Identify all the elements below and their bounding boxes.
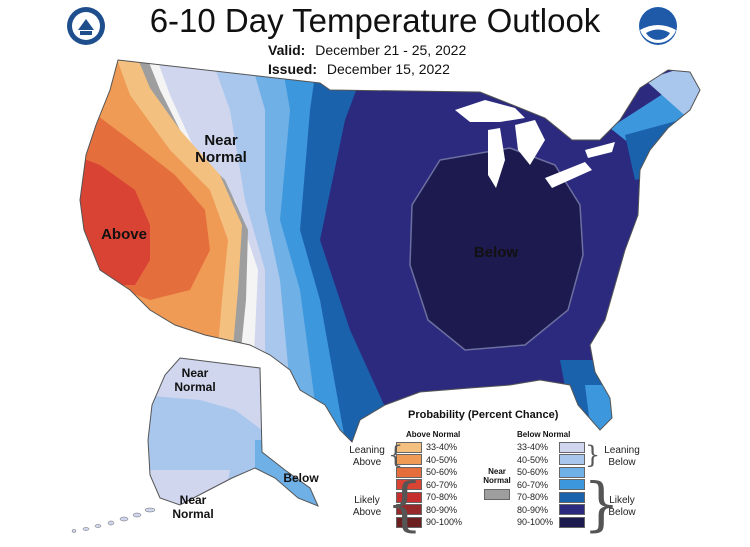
below-bin-label: 60-70% bbox=[517, 479, 549, 490]
issued-date: Issued: December 15, 2022 bbox=[268, 61, 450, 77]
below-bin-row: 80-90% bbox=[517, 504, 589, 517]
legend-below-bins: 33-40% 40-50% 50-60% 60-70% 70-80% 80-90% 90-1… bbox=[517, 441, 589, 529]
below-bin-label: 50-60% bbox=[517, 467, 549, 478]
legend-leaning-below: Leaning Below bbox=[604, 445, 640, 468]
above-bin-row: 40-50% bbox=[396, 454, 462, 467]
below-bin-label: 33-40% bbox=[517, 442, 549, 453]
below-bin-label: 80-90% bbox=[517, 504, 549, 515]
issued-label: Issued: bbox=[268, 61, 318, 77]
legend-above-header: Above Normal bbox=[406, 430, 461, 439]
legend-below: Below Normal 33-40% 40-50% 50-60% 60-70% 70-… bbox=[517, 430, 589, 529]
below-bin-label: 40-50% bbox=[517, 454, 549, 465]
below-bin-swatch bbox=[559, 441, 585, 453]
noaa-logo-icon bbox=[639, 7, 677, 45]
above-bin-swatch bbox=[396, 491, 422, 503]
above-bin-swatch bbox=[396, 504, 422, 516]
brace-leaning-above: { bbox=[388, 441, 404, 469]
legend-title: Probability (Percent Chance) bbox=[408, 409, 559, 421]
alaska-near-normal-south-label: Near Normal bbox=[172, 493, 214, 521]
brace-likely-above: { bbox=[386, 470, 423, 538]
near-normal-west-label: Near Normal bbox=[195, 132, 247, 167]
above-bin-row: 33-40% bbox=[396, 441, 462, 454]
legend-near-swatch bbox=[484, 489, 510, 500]
below-bin-label: 70-80% bbox=[517, 492, 549, 503]
legend-near-label: Near Normal bbox=[483, 467, 511, 485]
legend-likely-above: Likely Above bbox=[352, 495, 382, 518]
below-label: Below bbox=[473, 244, 519, 261]
above-bin-row: 80-90% bbox=[396, 504, 462, 517]
above-label: Above bbox=[101, 226, 147, 243]
great-lakes bbox=[455, 100, 615, 188]
above-bin-swatch bbox=[396, 454, 422, 466]
conus-outline bbox=[79, 59, 701, 443]
below-bin-swatch bbox=[559, 504, 585, 516]
above-bin-label: 60-70% bbox=[426, 479, 458, 490]
below-bin-swatch bbox=[559, 516, 585, 528]
below-bin-label: 90-100% bbox=[517, 517, 554, 528]
above-bin-row: 60-70% bbox=[396, 479, 462, 492]
below-bin-row: 50-60% bbox=[517, 466, 589, 479]
above-bin-row: 90-100% bbox=[396, 516, 462, 529]
above-bin-row: 50-60% bbox=[396, 466, 462, 479]
brace-leaning-below: } bbox=[585, 441, 601, 469]
legend-leaning-above: Leaning Above bbox=[349, 445, 385, 468]
brace-likely-below: } bbox=[583, 470, 620, 538]
below-bin-row: 33-40% bbox=[517, 441, 589, 454]
above-bin-swatch bbox=[396, 516, 422, 528]
above-bin-label: 33-40% bbox=[426, 442, 458, 453]
below-bin-row: 40-50% bbox=[517, 454, 589, 467]
page-title: 6-10 Day Temperature Outlook bbox=[149, 2, 601, 39]
above-bin-swatch bbox=[396, 479, 422, 491]
alaska-near-normal-north-label: Near Normal bbox=[174, 366, 216, 394]
legend-near: Near Normal bbox=[480, 467, 514, 500]
above-bin-label: 70-80% bbox=[426, 492, 458, 503]
valid-value: December 21 - 25, 2022 bbox=[315, 42, 467, 58]
valid-label: Valid: bbox=[268, 42, 306, 58]
below-bin-row: 60-70% bbox=[517, 479, 589, 492]
above-bin-row: 70-80% bbox=[396, 491, 462, 504]
above-bin-label: 90-100% bbox=[426, 517, 463, 528]
alaska-below-label: Below bbox=[283, 471, 319, 485]
below-bin-swatch bbox=[559, 479, 585, 491]
above-bin-label: 50-60% bbox=[426, 467, 458, 478]
below-bin-swatch bbox=[559, 454, 585, 466]
below-bin-swatch bbox=[559, 466, 585, 478]
legend-below-header: Below Normal bbox=[517, 430, 571, 439]
legend-above: Above Normal 33-40% 40-50% 50-60% 60-70% 70-… bbox=[396, 430, 462, 529]
below-bin-swatch bbox=[559, 491, 585, 503]
below-bin-row: 90-100% bbox=[517, 516, 589, 529]
legend-likely-below: Likely Below bbox=[608, 495, 636, 518]
alaska-outline bbox=[147, 357, 319, 507]
valid-dates: Valid: December 21 - 25, 2022 bbox=[268, 42, 466, 58]
legend-above-bins: 33-40% 40-50% 50-60% 60-70% 70-80% 80-90% 90-1… bbox=[396, 441, 462, 529]
above-bin-label: 40-50% bbox=[426, 454, 458, 465]
below-bin-row: 70-80% bbox=[517, 491, 589, 504]
issued-value: December 15, 2022 bbox=[326, 61, 450, 77]
above-bin-label: 80-90% bbox=[426, 504, 458, 515]
doc-seal-icon bbox=[67, 7, 105, 45]
aleutian-islands bbox=[71, 507, 156, 533]
above-bin-swatch bbox=[396, 441, 422, 453]
above-bin-swatch bbox=[396, 466, 422, 478]
